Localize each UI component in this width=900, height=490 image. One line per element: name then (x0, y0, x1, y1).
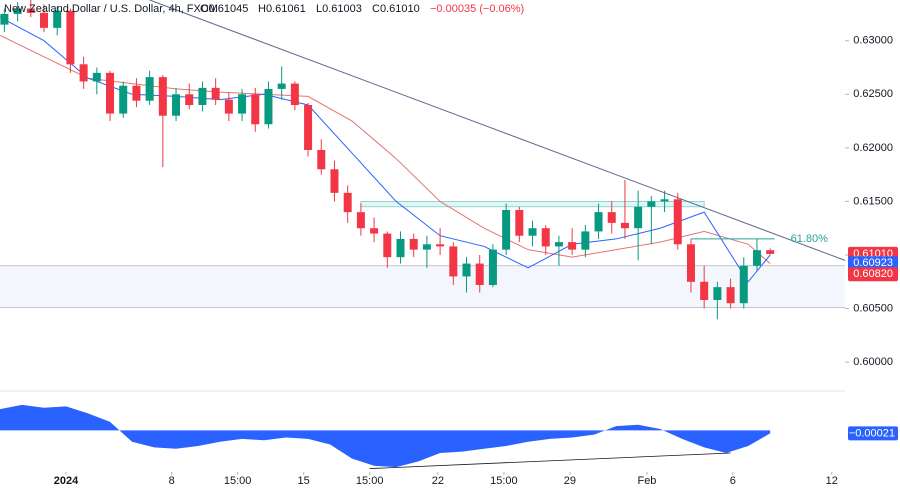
candle-body (422, 244, 431, 250)
candle-body (172, 94, 181, 116)
x-tick-label: 15:00 (224, 475, 252, 487)
candle-body (554, 242, 563, 247)
x-tick-label: 22 (432, 475, 444, 487)
candle-body (752, 250, 761, 266)
y-tick-label: 0.62000 (853, 142, 893, 154)
x-tick-label: 15:00 (490, 475, 518, 487)
candle-body (13, 8, 22, 14)
oscillator-tag (848, 426, 898, 441)
candle-body (26, 8, 35, 13)
header-change: −0.00035 (−0.06%) (430, 3, 524, 15)
candle-body (370, 228, 379, 234)
trendline (149, 0, 846, 261)
candle-body (475, 263, 484, 285)
candle-body (726, 287, 735, 304)
x-tick-label: 15:00 (356, 475, 384, 487)
candle-body (224, 99, 233, 114)
support-zone (0, 265, 845, 308)
candle-body (581, 231, 590, 250)
candle-body (607, 212, 616, 223)
candle-body (647, 201, 656, 207)
candle-body (106, 72, 115, 114)
header-high: H0.61061 (258, 3, 306, 15)
header-symbol: New Zealand Dollar / U.S. Dollar, 4h, FX… (4, 3, 218, 15)
price-tag (848, 256, 898, 271)
candle-body (198, 87, 207, 105)
x-tick-label: 15 (298, 475, 310, 487)
x-tick-label: Feb (637, 475, 656, 487)
candle-body (40, 12, 49, 28)
candle-body (330, 169, 339, 193)
candle-body (132, 85, 141, 101)
y-tick-label: 0.61500 (853, 195, 893, 207)
candle-body (634, 206, 643, 229)
candle-body (383, 233, 392, 258)
candle-body (660, 199, 669, 202)
candle-body (396, 238, 405, 258)
y-tick-label: 0.63000 (853, 35, 893, 47)
candle-body (251, 94, 260, 125)
candle-body (686, 244, 695, 282)
candle-body (515, 210, 524, 236)
y-tick-label: 0.62500 (853, 88, 893, 100)
price-tag (848, 267, 898, 282)
price-tag-label: 0.60820 (853, 268, 893, 280)
candle-body (568, 242, 577, 250)
candle-body (92, 72, 101, 82)
candle-body (739, 265, 748, 304)
fib-label: 61.80% (791, 233, 829, 245)
candle-body (290, 83, 299, 105)
price-tag-label: 0.60923 (853, 257, 893, 269)
candle-body (673, 199, 682, 245)
candle-body (700, 281, 709, 300)
candle-body (766, 250, 775, 254)
oscillator-tag-label: −0.00021 (849, 427, 895, 439)
x-tick-label: 12 (826, 475, 838, 487)
candle-body (713, 287, 722, 300)
x-tick-label: 6 (730, 475, 736, 487)
candle-body (158, 77, 167, 116)
x-tick-label: 2024 (54, 475, 79, 487)
candle-body (594, 212, 603, 232)
candle-body (264, 88, 273, 125)
candle-body (528, 228, 537, 236)
divergence-line (369, 452, 731, 469)
candle-body (304, 105, 313, 150)
y-tick-label: 0.60500 (853, 302, 893, 314)
candle-body (53, 10, 62, 28)
candle-body (211, 87, 220, 100)
candle-body (436, 244, 445, 247)
candle-body (119, 85, 128, 114)
candle-body (277, 83, 286, 89)
candle-body (343, 192, 352, 213)
candle-body (185, 94, 194, 105)
candle-body (409, 238, 418, 250)
header-close: C0.61010 (372, 3, 420, 15)
candle-body (356, 212, 365, 229)
oscillator-area (0, 404, 771, 468)
moving-average (0, 16, 771, 283)
candle-body (488, 249, 497, 285)
x-tick-label: 29 (564, 475, 576, 487)
candle-body (0, 13, 9, 25)
candle-body (449, 246, 458, 277)
candle-body (66, 10, 75, 65)
header-open: O0.61045 (200, 3, 248, 15)
y-tick-label: 0.60000 (853, 356, 893, 368)
candle-body (502, 210, 511, 250)
moving-average (0, 34, 771, 264)
candle-body (620, 222, 629, 229)
x-tick-label: 8 (169, 475, 175, 487)
candle-body (145, 77, 154, 101)
candle-body (462, 263, 471, 277)
candle-body (79, 64, 88, 82)
candle-body (317, 150, 326, 170)
header-low: L0.61003 (316, 3, 362, 15)
candle-body (541, 228, 550, 247)
candle-body (238, 94, 247, 114)
